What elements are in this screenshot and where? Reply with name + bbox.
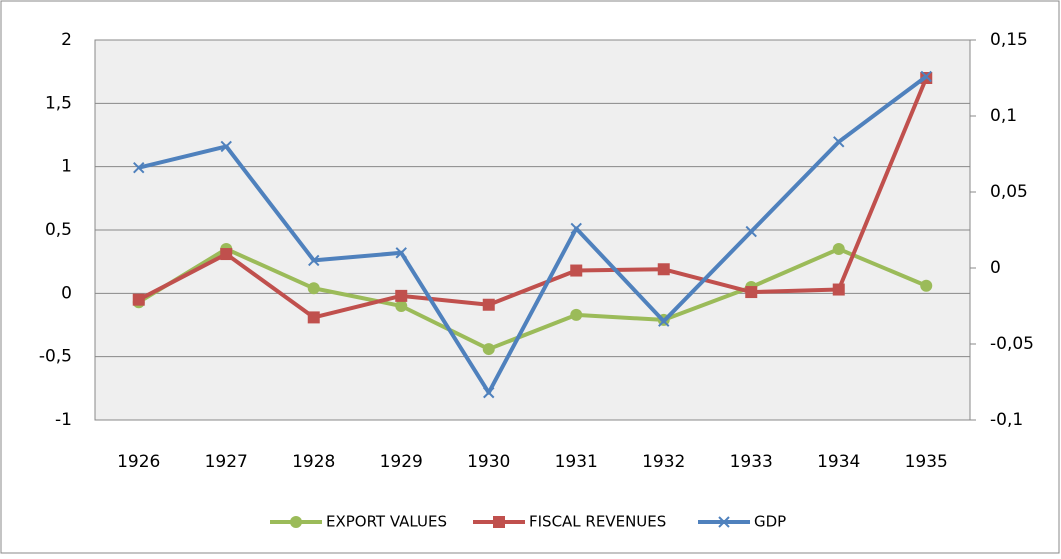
data-point: [220, 140, 232, 153]
y2-tick-label: 0: [990, 258, 1001, 278]
y-tick-label: 1,5: [45, 93, 72, 113]
legend-marker: [290, 516, 302, 528]
x-tick-label: 1932: [642, 452, 685, 472]
y2-tick-label: -0,1: [990, 410, 1023, 430]
y-tick-label: 0: [61, 283, 72, 303]
legend-marker: [718, 516, 730, 528]
x-tick-label: 1926: [117, 452, 160, 472]
x-tick-label: 1927: [205, 452, 248, 472]
x-tick-label: 1929: [380, 452, 423, 472]
y2-tick-label: 0,15: [990, 30, 1028, 50]
data-point: [833, 136, 845, 148]
x-tick-label: 1931: [555, 452, 598, 472]
data-point: [920, 70, 932, 83]
data-point: [745, 225, 757, 238]
legend-marker: [493, 516, 505, 528]
y-tick-label: -1: [55, 410, 72, 430]
series-line: [138, 74, 928, 395]
y-tick-label: 0,5: [45, 220, 72, 240]
data-point: [220, 248, 233, 261]
data-point: [132, 293, 145, 306]
y-tick-label: -0,5: [39, 347, 72, 367]
data-point: [832, 243, 845, 255]
data-point: [483, 386, 495, 399]
legend-label: EXPORT VALUES: [326, 513, 447, 531]
data-point: [395, 289, 408, 302]
data-point: [658, 315, 670, 327]
series-line: [137, 247, 928, 352]
y2-tick-label: -0,05: [990, 334, 1034, 354]
y-tick-label: 2: [61, 30, 72, 50]
data-point: [832, 283, 845, 296]
data-point: [133, 161, 145, 174]
data-point: [570, 264, 583, 277]
x-tick-label: 1930: [467, 452, 510, 472]
data-point: [308, 254, 320, 267]
data-point: [482, 343, 495, 356]
x-tick-label: 1933: [730, 452, 773, 472]
legend-label: GDP: [754, 513, 786, 531]
data-point: [395, 300, 408, 312]
series-line: [137, 77, 929, 320]
x-tick-label: 1934: [817, 452, 860, 472]
y-tick-label: 1: [61, 157, 72, 177]
legend-label: FISCAL REVENUES: [529, 513, 666, 531]
x-tick-label: 1928: [292, 452, 335, 472]
data-point: [745, 286, 758, 299]
y2-tick-label: 0,05: [990, 182, 1028, 202]
data-point: [307, 311, 320, 324]
data-point: [482, 298, 495, 311]
data-point: [570, 308, 583, 321]
x-tick-label: 1935: [905, 452, 948, 472]
data-point: [395, 247, 407, 259]
y2-tick-label: 0,1: [990, 106, 1017, 126]
data-point: [307, 282, 320, 295]
data-point: [570, 222, 582, 235]
data-point: [657, 263, 670, 276]
data-point: [920, 279, 933, 292]
